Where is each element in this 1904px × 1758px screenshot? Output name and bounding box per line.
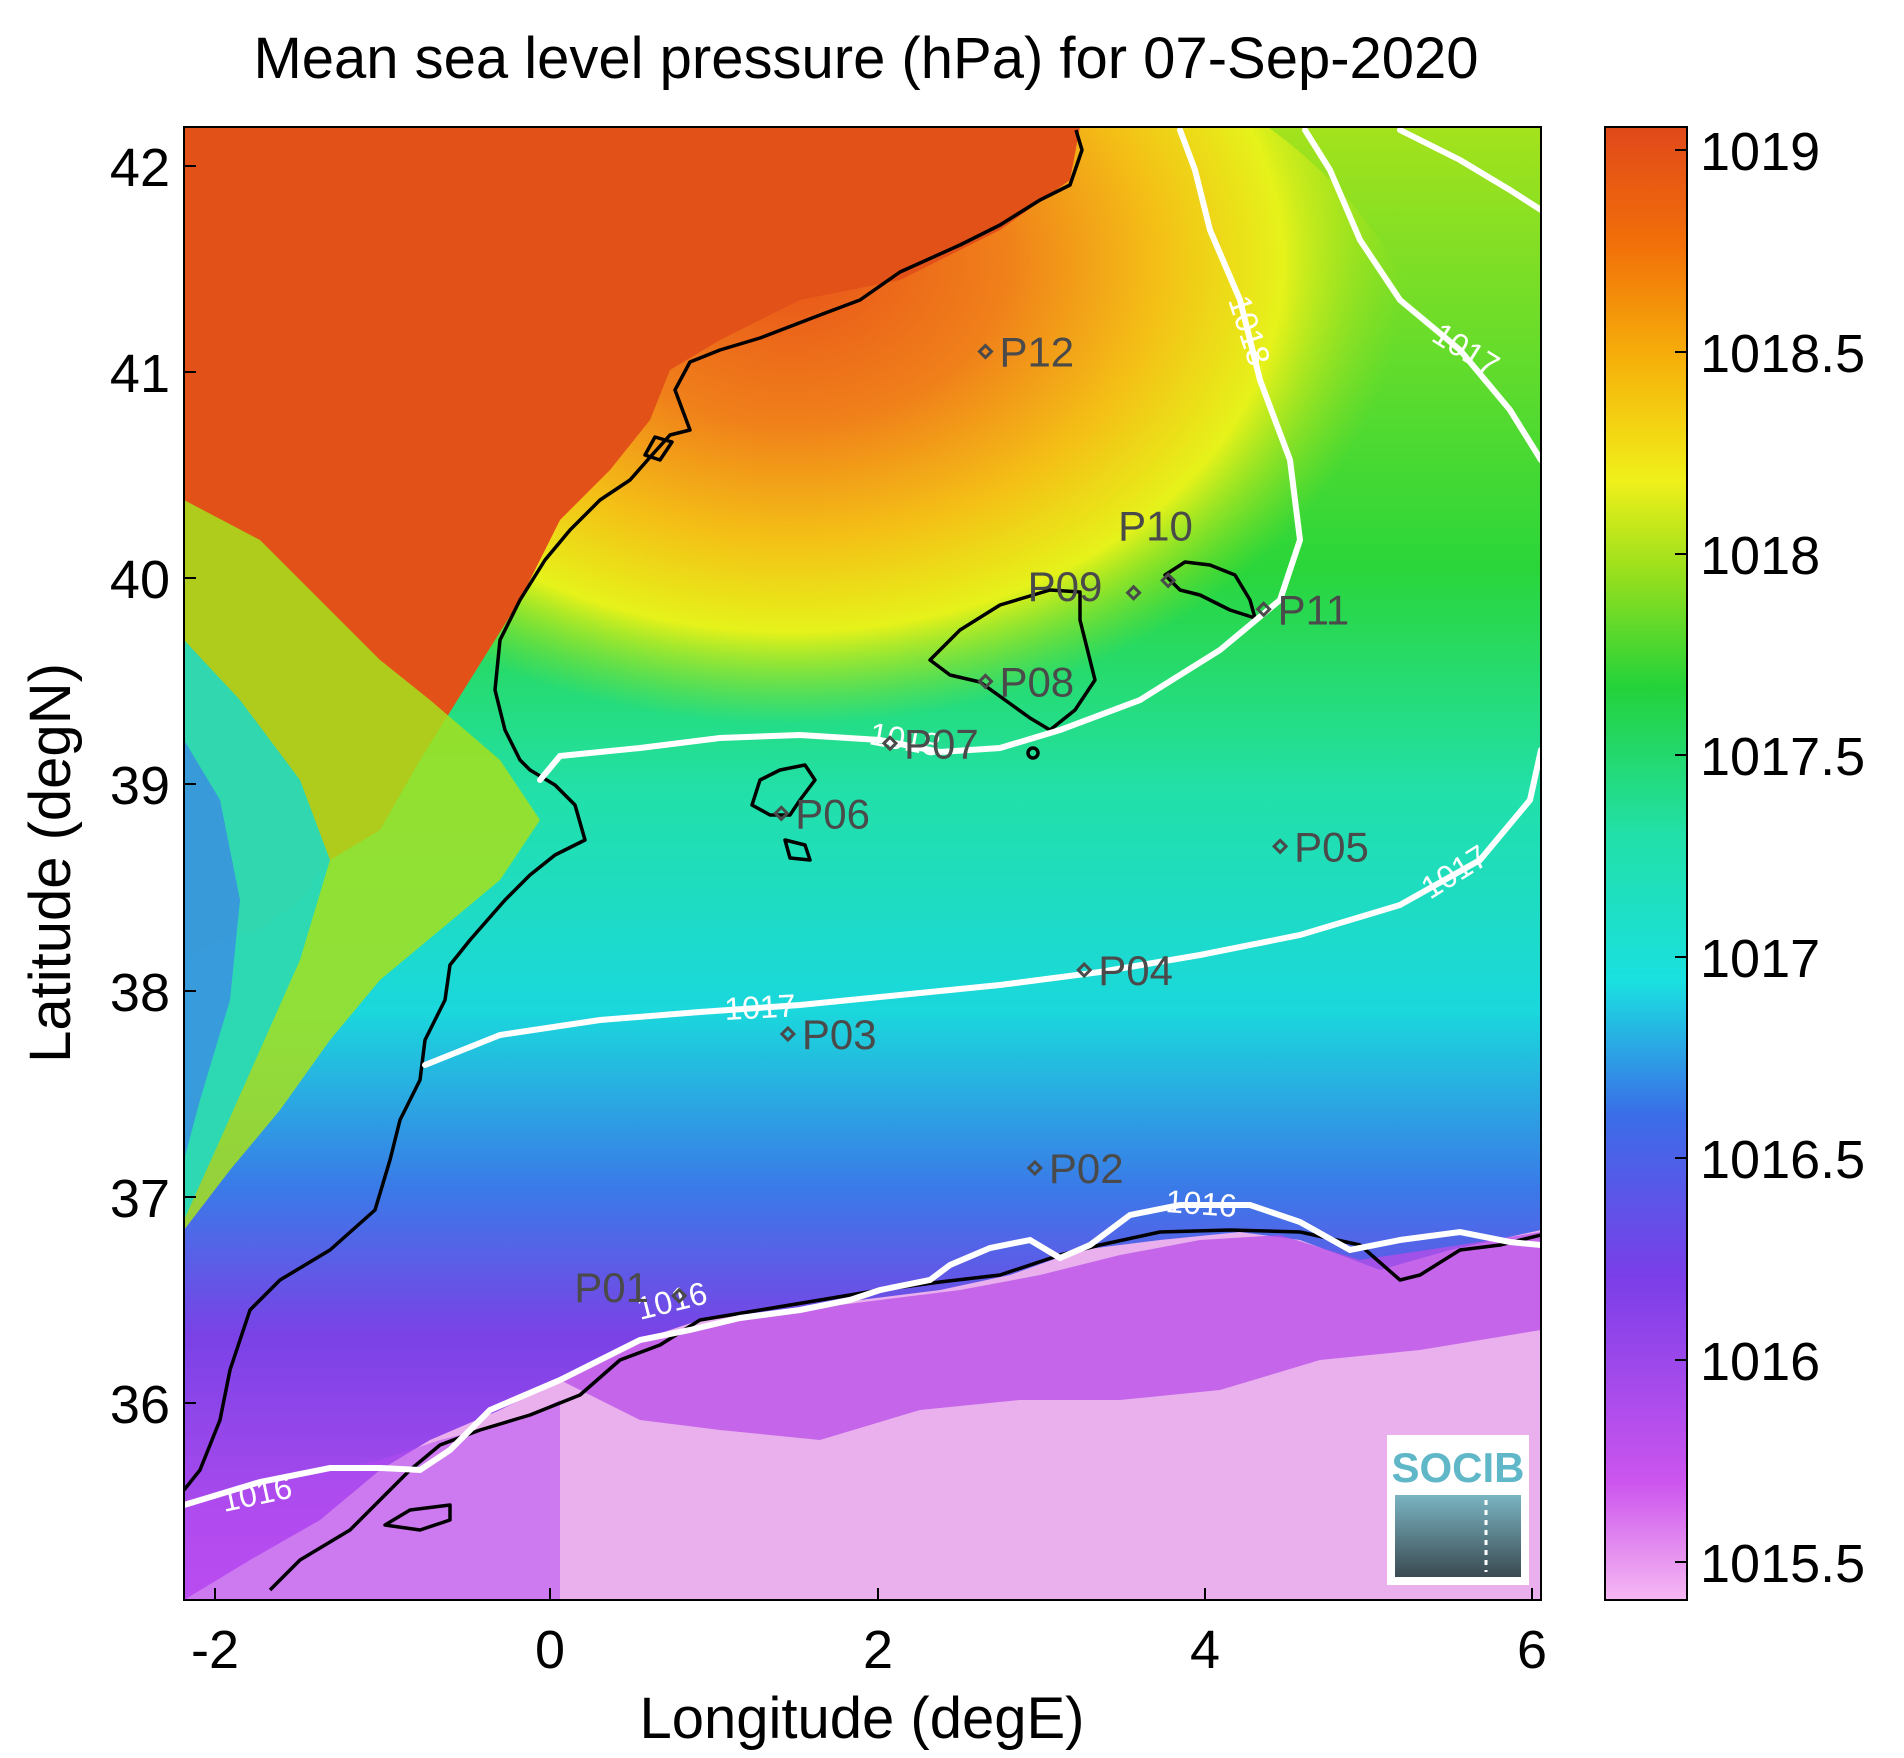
station-marker-p06 xyxy=(773,805,790,822)
colorbar-tick-label: 1019 xyxy=(1700,122,1820,182)
y-tick-label: 39 xyxy=(110,756,170,816)
station-label-p02: P02 xyxy=(1049,1145,1124,1192)
station-label-p01: P01 xyxy=(574,1264,649,1311)
station-marker-p05 xyxy=(1271,838,1289,855)
station-label-p08: P08 xyxy=(999,658,1074,705)
station-marker-p12 xyxy=(977,343,994,360)
station-marker-p04 xyxy=(1076,961,1093,979)
socib-logo-text: SOCIB xyxy=(1391,1444,1524,1491)
isobar-1018 xyxy=(537,127,1304,783)
x-axis-label: Longitude (degE) xyxy=(640,1686,1085,1751)
colorbar-tick-label: 1018 xyxy=(1700,526,1820,586)
station-marker-p01 xyxy=(671,1287,688,1304)
y-axis: 42 41 40 39 38 37 36 Latitude (degN) xyxy=(18,138,196,1435)
station-label-p11: P11 xyxy=(1278,586,1350,633)
station-marker-p02 xyxy=(1026,1159,1043,1177)
station-label-p03: P03 xyxy=(802,1011,877,1058)
y-tick-label: 40 xyxy=(110,550,170,610)
y-tick-label: 42 xyxy=(110,138,170,198)
station-markers: P01 P02 P03 P04 P05 P06 P07 P08 P09 P10 P11 P12 xyxy=(574,329,1369,1311)
chart-title: Mean sea level pressure (hPa) for 07-Sep… xyxy=(253,26,1478,91)
contour-label-1017-s: 1017 xyxy=(723,987,796,1027)
station-marker-p08 xyxy=(977,673,994,690)
pressure-field xyxy=(184,127,1541,1600)
colorbar-tick-label: 1018.5 xyxy=(1700,324,1865,384)
coastline xyxy=(184,129,1541,1592)
station-marker-p10 xyxy=(1160,572,1177,589)
contour-label-1016-ne: 1016 xyxy=(1165,1183,1239,1224)
station-marker-p07 xyxy=(881,735,899,752)
station-label-p09: P09 xyxy=(1028,563,1103,610)
station-label-p10: P10 xyxy=(1118,502,1193,549)
colorbar-tick-label: 1016 xyxy=(1700,1332,1820,1392)
station-label-p12: P12 xyxy=(999,329,1074,376)
station-label-p05: P05 xyxy=(1294,823,1369,870)
station-label-p06: P06 xyxy=(795,790,870,837)
x-tick-label: 0 xyxy=(535,1620,565,1680)
y-tick-label: 37 xyxy=(110,1169,170,1229)
isobar-1017 xyxy=(422,747,1541,1068)
isobar-1016-south xyxy=(184,1202,1541,1508)
y-axis-label: Latitude (degN) xyxy=(18,663,83,1063)
colorbar-scale xyxy=(1604,126,1688,1601)
colorbar-tick-label: 1016.5 xyxy=(1700,1130,1865,1190)
y-tick-label: 41 xyxy=(110,344,170,404)
station-marker-p03 xyxy=(779,1025,797,1043)
isobar-1016-northeast xyxy=(1397,127,1541,213)
isobar-1017-north xyxy=(1302,127,1541,463)
colorbar-tick-label: 1015.5 xyxy=(1700,1534,1865,1594)
plot-frame xyxy=(183,126,1542,1601)
isobars xyxy=(184,127,1541,1508)
socib-logo: SOCIB xyxy=(1387,1435,1529,1585)
station-label-p07: P07 xyxy=(904,720,979,767)
x-tick-label: 6 xyxy=(1517,1620,1547,1680)
station-marker-p09 xyxy=(1125,584,1142,601)
y-tick-label: 38 xyxy=(110,963,170,1023)
x-tick-label: -2 xyxy=(191,1620,239,1680)
x-axis: -2 0 2 4 6 Longitude (degE) xyxy=(191,1588,1547,1751)
x-tick-label: 4 xyxy=(1190,1620,1220,1680)
colorbar-tick-label: 1017.5 xyxy=(1700,727,1865,787)
station-label-p04: P04 xyxy=(1098,947,1173,994)
station-marker-p11 xyxy=(1255,601,1272,618)
x-tick-label: 2 xyxy=(863,1620,893,1680)
colorbar-tick-label: 1017 xyxy=(1700,929,1820,989)
colorbar: 1019 1018.5 1018 1017.5 1017 1016.5 1016… xyxy=(1604,122,1865,1601)
y-tick-label: 36 xyxy=(110,1375,170,1435)
